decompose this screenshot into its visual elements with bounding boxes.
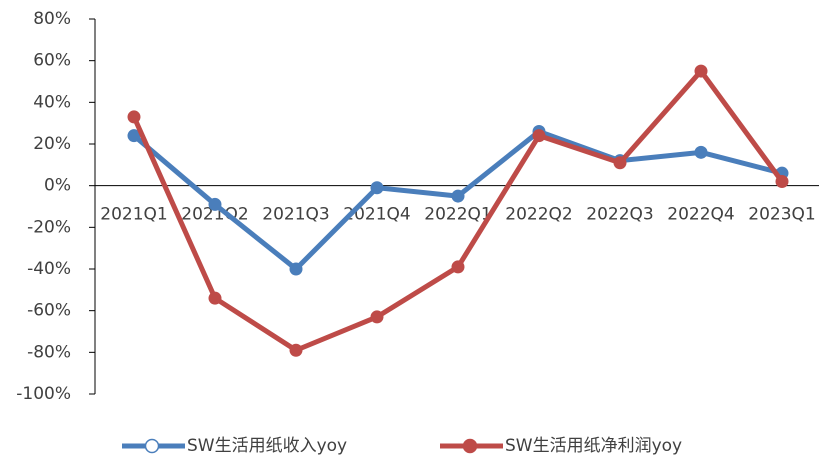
legend-marker — [144, 438, 160, 454]
x-tick-label: 2023Q1 — [748, 205, 815, 225]
legend-marker — [462, 438, 478, 454]
y-tick-label: 40% — [33, 92, 71, 112]
y-tick-label: -40% — [27, 259, 71, 279]
y-tick-label: -100% — [16, 384, 71, 404]
point — [775, 175, 789, 188]
point — [613, 156, 627, 170]
y-tick-label: -20% — [27, 217, 71, 237]
point — [127, 129, 141, 143]
x-tick-label: 2021Q1 — [100, 205, 167, 225]
point — [451, 260, 465, 274]
point — [370, 310, 384, 324]
x-tick-label: 2022Q2 — [505, 205, 572, 225]
point — [208, 197, 222, 211]
point — [694, 145, 708, 159]
point — [370, 181, 384, 195]
y-tick-label: 20% — [33, 134, 71, 154]
point — [127, 110, 141, 124]
y-tick-label: -80% — [27, 342, 71, 362]
x-tick-label: 2022Q4 — [667, 205, 734, 225]
x-tick-label: 2022Q3 — [586, 205, 653, 225]
point — [694, 64, 708, 78]
y-tick-label: 80% — [33, 9, 71, 29]
x-tick-label: 2022Q1 — [424, 205, 491, 225]
point — [532, 129, 546, 143]
point — [289, 343, 303, 357]
x-tick-label: 2021Q4 — [343, 205, 410, 225]
x-tick-label: 2021Q3 — [262, 205, 329, 225]
y-tick-label: 60% — [33, 51, 71, 71]
legend-label: SW生活用纸净利润yoy — [505, 436, 682, 456]
legend-label: SW生活用纸收入yoy — [187, 436, 347, 456]
point — [208, 291, 222, 305]
y-tick-label: 0% — [44, 176, 71, 196]
point — [451, 189, 465, 203]
point — [289, 262, 303, 276]
y-tick-label: -60% — [27, 301, 71, 321]
